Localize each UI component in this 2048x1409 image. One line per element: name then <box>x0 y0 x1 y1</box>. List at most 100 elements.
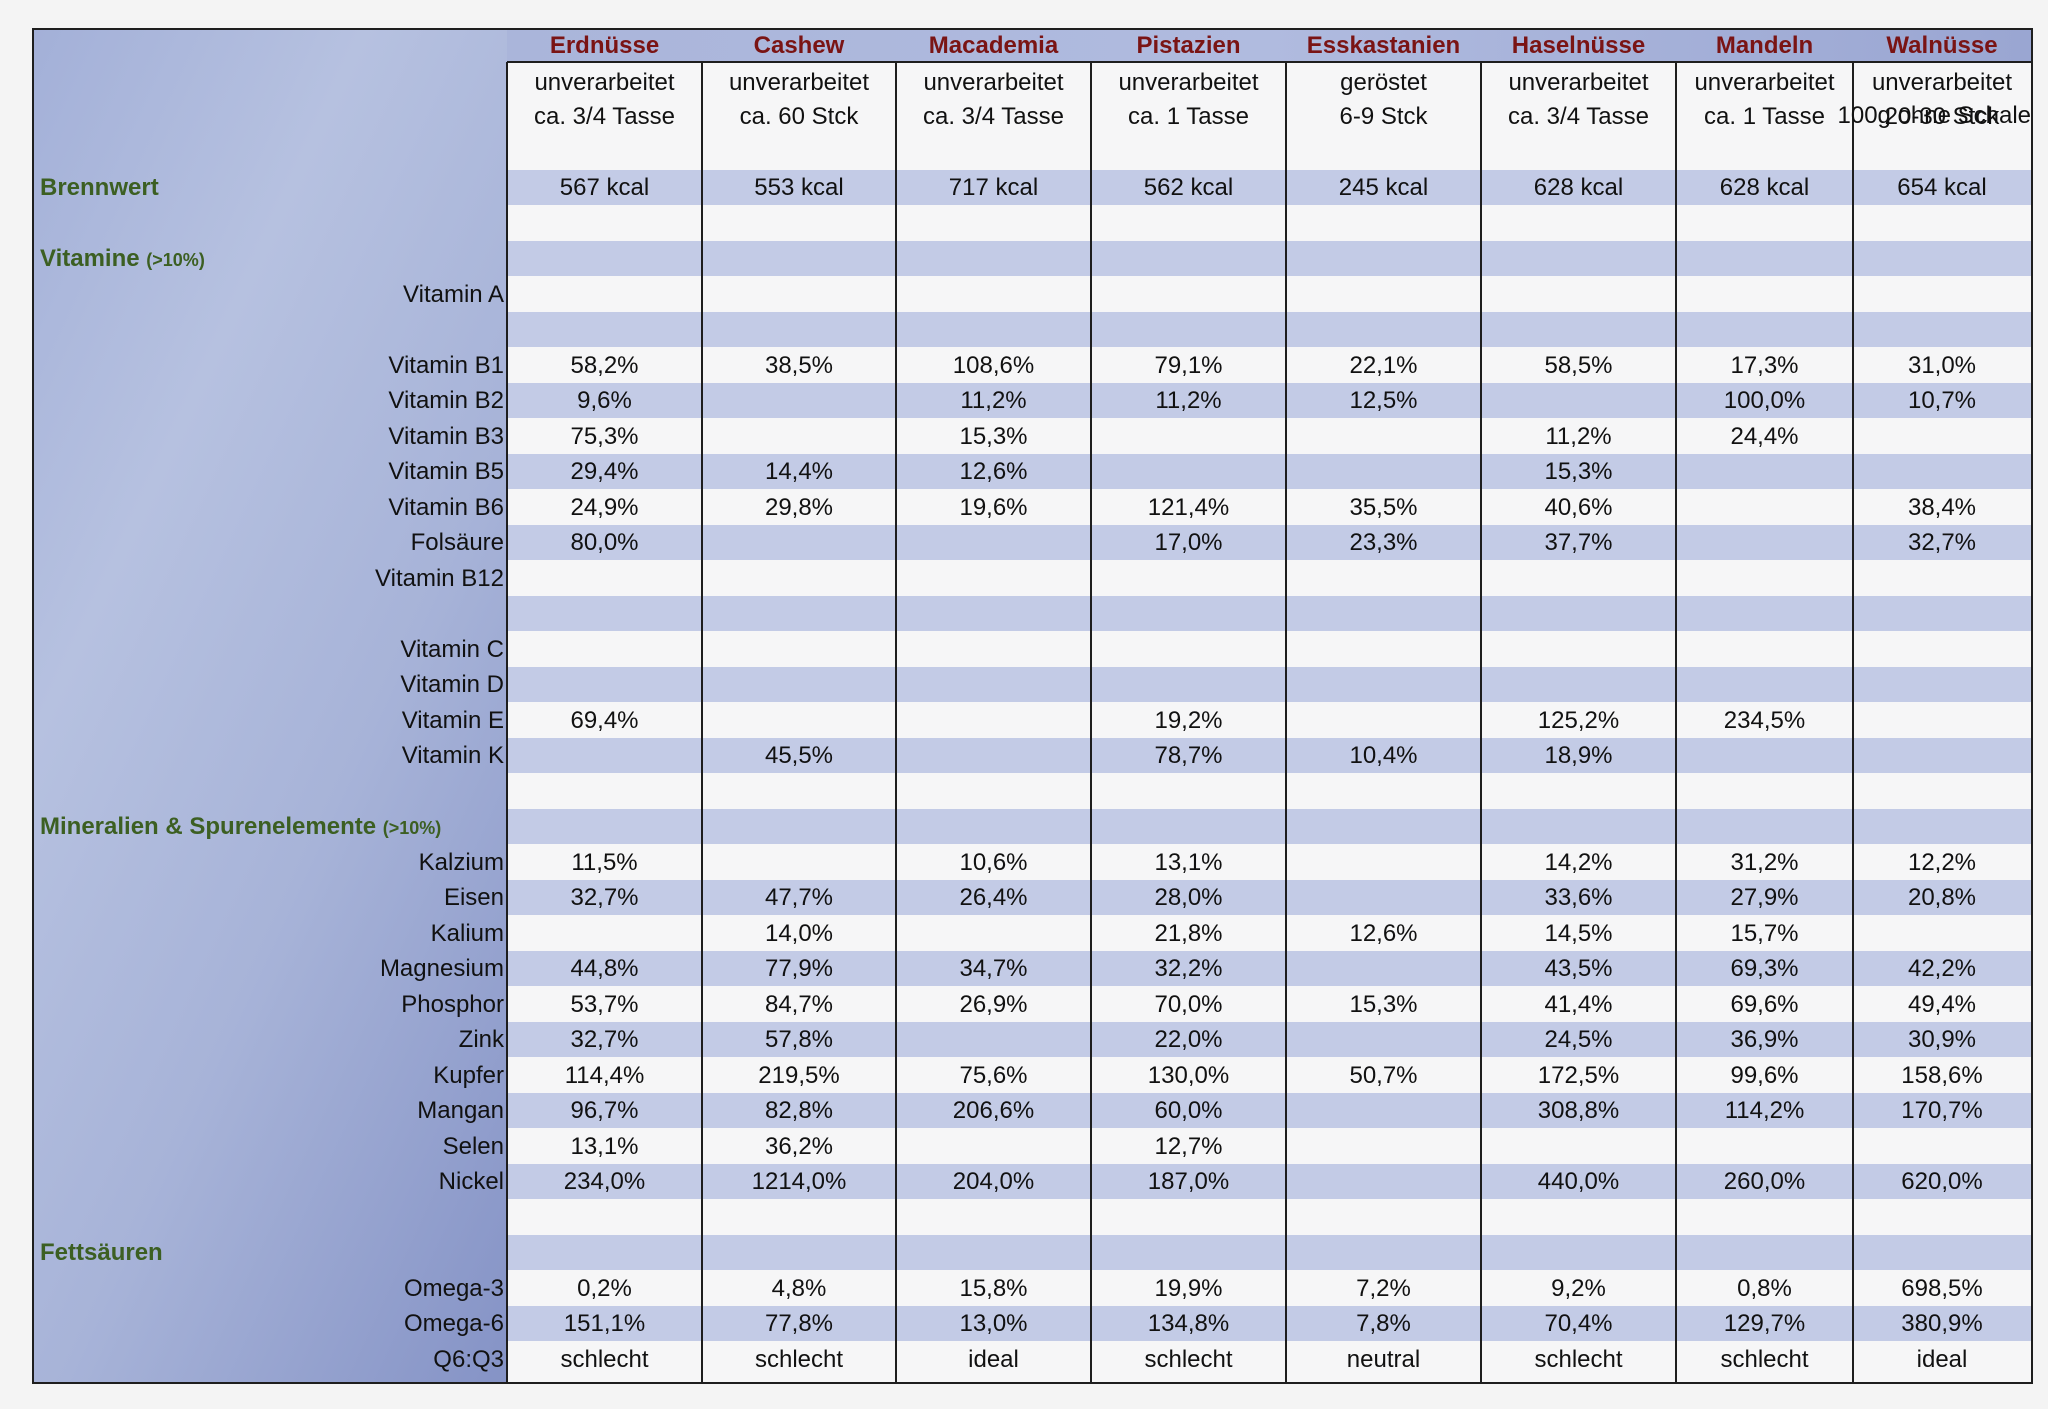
table-cell <box>1091 632 1286 667</box>
row-stripe <box>507 170 2031 205</box>
table-cell: 69,3% <box>1730 955 1799 982</box>
table-cell <box>1676 738 1853 773</box>
table-cell <box>1286 951 1481 986</box>
column-divider <box>1852 62 1854 1382</box>
table-cell: 32,7% <box>570 884 639 911</box>
nutrition-table: Erdnüsse unverarbeitet ca. 3/4 Tasse Cashew… <box>32 28 2033 1384</box>
section-title: Fettsäuren <box>40 1239 163 1266</box>
table-cell <box>1286 1164 1481 1199</box>
row-label: Omega-6 <box>403 1310 504 1337</box>
column-subtitle-line2: ca. 3/4 Tasse <box>1508 103 1649 130</box>
table-cell <box>1481 277 1676 312</box>
table-cell: 13,1% <box>570 1132 639 1160</box>
row-label: Vitamin B6 <box>388 493 504 521</box>
table-cell <box>1481 632 1676 667</box>
table-cell: 17,3% <box>1730 351 1799 379</box>
table-cell: 69,6% <box>1730 990 1799 1018</box>
table-cell: 108,6% <box>952 351 1035 379</box>
table-cell: 80,0% <box>570 529 639 556</box>
table-cell <box>1676 277 1853 312</box>
row-label: Vitamin C <box>400 635 504 663</box>
table-cell: 170,7% <box>1901 1097 1983 1124</box>
table-cell: 34,7% <box>959 955 1028 982</box>
table-cell: 58,5% <box>1544 351 1613 379</box>
table-cell <box>1091 419 1286 454</box>
table-cell: 21,8% <box>1154 919 1223 947</box>
row-label: Eisen <box>443 884 504 911</box>
table-cell <box>896 525 1091 560</box>
table-cell <box>507 632 702 667</box>
table-cell: 17,0% <box>1154 529 1223 556</box>
column-divider <box>701 62 703 1382</box>
column-subtitle-line1: unverarbeitet <box>923 69 1064 96</box>
table-cell: 114,2% <box>1724 1097 1805 1124</box>
table-cell: 10,7% <box>1907 387 1977 414</box>
table-cell: 13,0% <box>959 1310 1028 1337</box>
table-cell: 380,9% <box>1901 1310 1983 1337</box>
table-cell <box>702 561 896 596</box>
section-title: Vitamine <box>40 245 140 272</box>
table-cell: 19,2% <box>1154 706 1223 734</box>
table-cell: 440,0% <box>1537 1168 1620 1195</box>
column-subtitle: unverarbeitet ca. 1 Tasse <box>1091 66 1286 136</box>
column-subtitle: unverarbeitet ca. 3/4 Tasse <box>896 66 1091 136</box>
table-cell: 15,3% <box>1349 990 1418 1018</box>
table-cell: 31,2% <box>1730 848 1799 876</box>
table-cell: 1214,0% <box>751 1168 847 1195</box>
table-cell: 151,1% <box>563 1310 646 1337</box>
column-title: Cashew <box>753 32 845 59</box>
table-cell: 38,4% <box>1907 493 1977 521</box>
row-stripe <box>507 667 2031 702</box>
table-cell <box>896 561 1091 596</box>
table-cell: 698,5% <box>1901 1274 1983 1302</box>
table-cell: ideal <box>968 1345 1019 1373</box>
table-cell: 29,4% <box>570 458 639 485</box>
column-header-band <box>507 30 2031 62</box>
table-cell: 12,7% <box>1154 1132 1223 1160</box>
table-cell: 19,9% <box>1154 1274 1223 1302</box>
column-subtitle-line2: ca. 3/4 Tasse <box>534 103 675 130</box>
table-cell <box>1676 525 1853 560</box>
table-cell <box>1853 667 2031 702</box>
row-label: Kalium <box>430 919 504 947</box>
table-cell: 0,2% <box>577 1274 632 1302</box>
table-cell <box>702 632 896 667</box>
column-subtitle-line2: ca. 60 Stck <box>739 103 859 130</box>
table-cell: 12,2% <box>1907 848 1977 876</box>
header-divider <box>507 61 2031 63</box>
section-title: Mineralien & Spurenelemente <box>40 813 377 840</box>
column-divider <box>1285 62 1287 1382</box>
table-cell: 14,0% <box>764 919 834 947</box>
table-cell <box>507 277 702 312</box>
table-cell <box>1286 703 1481 738</box>
row-label: Magnesium <box>379 955 504 982</box>
table-cell: 53,7% <box>570 990 639 1018</box>
table-cell: 24,4% <box>1730 422 1799 450</box>
table-cell: 35,5% <box>1349 493 1418 521</box>
table-cell <box>896 632 1091 667</box>
column-divider <box>1480 62 1482 1382</box>
table-cell <box>507 738 702 773</box>
table-cell <box>1676 454 1853 489</box>
table-cell: 45,5% <box>764 742 834 769</box>
column-subtitle-line1: unverarbeitet <box>1871 69 2013 96</box>
table-cell: 57,8% <box>764 1026 834 1053</box>
row-label: Vitamin A <box>403 280 504 308</box>
table-cell: 28,0% <box>1154 884 1223 911</box>
row-label: Vitamin K <box>401 742 504 769</box>
table-cell: 562 kcal <box>1143 174 1234 201</box>
table-cell: 22,1% <box>1349 351 1418 379</box>
table-cell: 36,9% <box>1730 1026 1799 1053</box>
section-heading: Vitamine (>10%) <box>40 241 205 276</box>
table-cell <box>1286 1093 1481 1128</box>
table-cell <box>507 667 702 702</box>
table-cell <box>1481 383 1676 418</box>
row-label: Vitamin E <box>401 706 504 734</box>
table-cell: schlecht <box>1534 1345 1623 1373</box>
table-cell: 18,9% <box>1544 742 1613 769</box>
row-stripe <box>507 1022 2031 1057</box>
section-note: (>10%) <box>382 818 442 838</box>
table-cell <box>1091 277 1286 312</box>
table-cell <box>1676 561 1853 596</box>
column-subtitle-line1: unverarbeitet <box>1508 69 1649 96</box>
